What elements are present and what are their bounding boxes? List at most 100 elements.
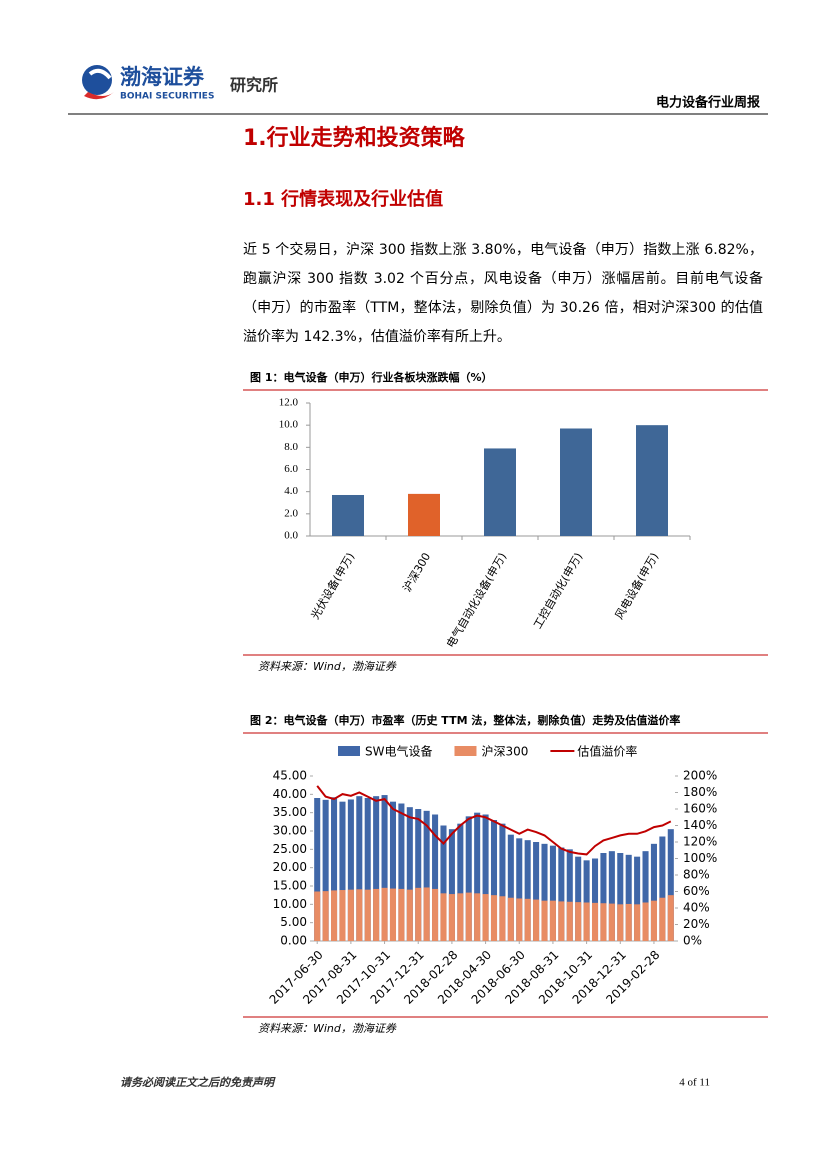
bar [331, 890, 338, 941]
y-tick-label: 2.0 [284, 507, 298, 519]
bar [423, 810, 430, 941]
figure-source: 资料来源：Wind，渤海证券 [258, 660, 397, 673]
chart: 0.00 5.00 10.00 15.00 20.00 25.00 30.00 35.00 40… [267, 744, 718, 1007]
legend-label: 沪深300 [481, 745, 528, 759]
disclaimer: 请务必阅读正文之后的免责声明 [120, 1076, 276, 1089]
y-tick-label: 30.00 [273, 824, 307, 838]
line [316, 785, 672, 856]
bar [591, 902, 599, 941]
y-tick-label: 10.00 [273, 897, 307, 911]
y-tick-label: 0.0 [284, 530, 298, 542]
logo-en: BOHAI SECURITIES [120, 92, 214, 102]
bar [524, 898, 531, 941]
subsection-heading: 1.1 行情表现及行业估值 [243, 189, 444, 210]
bar [667, 895, 674, 941]
bar [482, 894, 489, 941]
y-tick-label: 40.00 [273, 787, 307, 801]
bar [332, 494, 364, 536]
bar [448, 894, 455, 941]
bar [560, 428, 592, 536]
y-tick-label: 160% [683, 802, 717, 816]
bar [440, 825, 447, 941]
bar [600, 853, 607, 941]
y-tick-label: 80% [683, 868, 710, 882]
bar [314, 798, 321, 941]
figure-source: 资料来源：Wind，渤海证券 [258, 1022, 397, 1035]
page-number: 4 of 11 [679, 1077, 710, 1089]
bar [457, 823, 464, 941]
y-tick-label: 200% [683, 769, 717, 783]
bar [591, 858, 599, 941]
logo-mark [84, 92, 114, 100]
bar [507, 897, 514, 941]
bar [490, 895, 498, 941]
bar [533, 842, 540, 941]
y-tick-label: 0% [683, 934, 702, 948]
bar [322, 799, 329, 941]
chart: 0.0 2.0 4.0 6.0 8.0 10.0 12.0 光伏设备(申万) 沪深300 电气自动… [279, 397, 691, 650]
y-tick-label: 5.00 [280, 915, 307, 929]
bar [516, 898, 523, 941]
y-tick-label: 180% [683, 785, 717, 799]
y-tick-label: 35.00 [273, 805, 307, 819]
y-tick-label: 140% [683, 818, 717, 832]
bar [667, 829, 674, 941]
bar [659, 897, 666, 941]
bar [432, 888, 439, 941]
y-tick-label: 0.00 [280, 934, 307, 948]
legend-swatch [338, 746, 360, 756]
bar [398, 803, 405, 941]
x-tick-label: 风电设备(申万) [612, 550, 661, 622]
x-tick-label: 电气自动化设备(申万) [443, 550, 509, 650]
bar [398, 888, 405, 941]
bar [347, 889, 354, 941]
bar [566, 901, 573, 941]
bar [415, 809, 422, 941]
bar [634, 856, 641, 941]
bar [406, 807, 413, 941]
bar [406, 889, 413, 941]
figure-title: 图 2：电气设备（申万）市盈率（历史 TTM 法，整体法，剔除负值）走势及估值溢… [250, 713, 680, 727]
logo [82, 65, 114, 100]
bar [474, 893, 481, 941]
legend-label: SW电气设备 [365, 744, 432, 759]
bar [549, 845, 556, 941]
y-tick-label: 12.0 [279, 397, 299, 409]
bar [533, 899, 540, 941]
bar [474, 812, 481, 941]
bar [432, 814, 439, 941]
bar [636, 425, 668, 536]
bar [339, 801, 346, 941]
y-tick-label: 6.0 [284, 463, 298, 475]
y-tick-label: 40% [683, 901, 710, 915]
bar [484, 448, 516, 536]
y-tick-label: 45.00 [273, 769, 307, 783]
bar [566, 849, 573, 941]
section-heading: 1.行业走势和投资策略 [243, 126, 465, 151]
bar [499, 896, 506, 941]
bar [617, 853, 624, 941]
y-tick-label: 120% [683, 835, 717, 849]
bar [617, 904, 624, 941]
y-tick-label: 25.00 [273, 842, 307, 856]
legend-label: 估值溢价率 [577, 744, 637, 759]
bar [541, 900, 548, 941]
y-tick-label: 20% [683, 917, 710, 931]
bar [583, 902, 590, 941]
bar [314, 891, 321, 941]
bar [625, 903, 632, 941]
bar [440, 893, 447, 941]
bar [524, 840, 531, 941]
bar [465, 892, 472, 941]
bar [642, 851, 649, 941]
bar [347, 799, 354, 941]
bar [339, 890, 346, 941]
bar [583, 860, 590, 941]
bar [608, 903, 615, 941]
bar [575, 856, 582, 941]
y-tick-label: 100% [683, 851, 717, 865]
x-tick-label: 光伏设备(申万) [308, 550, 357, 622]
bar [457, 893, 464, 941]
bar [490, 820, 498, 941]
